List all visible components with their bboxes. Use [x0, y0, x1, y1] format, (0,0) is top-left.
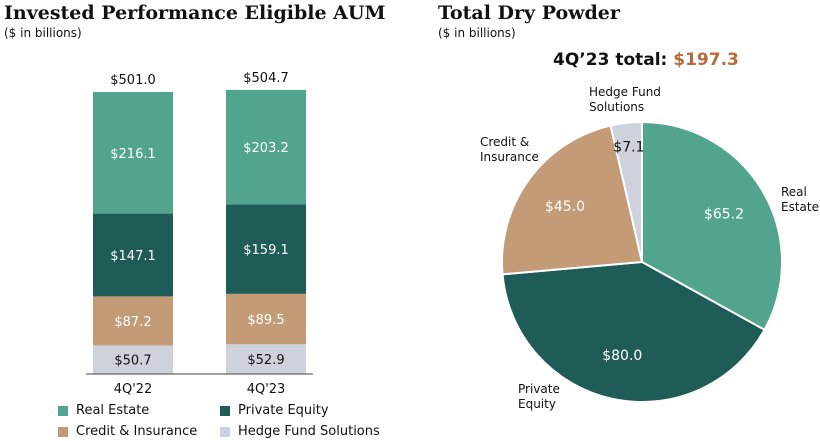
- legend-label-private-equity: Private Equity: [238, 403, 329, 418]
- legend-item-real-estate: Real Estate: [58, 403, 149, 418]
- bar-total-label-1: $504.7: [243, 71, 289, 86]
- pie-category-label-real-estate: Real Estate: [781, 185, 819, 214]
- pie-chart-subtitle: ($ in billions): [438, 26, 516, 40]
- bar-label-hedge-fund-solutions-1: $52.9: [247, 353, 284, 368]
- pie-value-label-hedge-fund-solutions: $7.1: [613, 140, 644, 156]
- pie-total-value: $197.3: [673, 50, 739, 70]
- legend-label-credit-insurance: Credit & Insurance: [76, 424, 198, 439]
- bar-label-hedge-fund-solutions-0: $50.7: [114, 354, 151, 369]
- legend-swatch-real-estate: [58, 405, 68, 416]
- legend-item-hedge-fund-solutions: Hedge Fund Solutions: [220, 424, 380, 439]
- bar-segment-hedge-fund-solutions-1: [226, 344, 306, 374]
- bar-label-real-estate-0: $216.1: [110, 147, 156, 162]
- legend-swatch-credit-insurance: [58, 426, 68, 437]
- legend-item-private-equity: Private Equity: [220, 403, 329, 418]
- bar-segment-credit-insurance-1: [226, 293, 306, 345]
- pie-value-label-credit-insurance: $45.0: [545, 199, 585, 215]
- bar-label-credit-insurance-1: $89.5: [247, 313, 284, 328]
- bar-label-credit-insurance-0: $87.2: [114, 315, 151, 330]
- bar-segment-real-estate-1: [226, 89, 306, 205]
- legend-item-credit-insurance: Credit & Insurance: [58, 424, 197, 439]
- x-tick-label-0: 4Q'22: [114, 382, 153, 397]
- x-tick-label-1: 4Q'23: [247, 382, 286, 397]
- bar-segment-private-equity-1: [226, 204, 306, 294]
- bar-label-private-equity-0: $147.1: [110, 249, 156, 264]
- bar-chart-title: Invested Performance Eligible AUM: [4, 2, 386, 24]
- bar-label-real-estate-1: $203.2: [243, 141, 289, 156]
- legend-label-real-estate: Real Estate: [76, 403, 150, 418]
- pie-slice-credit-insurance: [501, 124, 644, 276]
- pie-slice-hedge-fund-solutions: [609, 120, 643, 263]
- pie-chart-title: Total Dry Powder: [438, 2, 620, 24]
- pie-total-prefix: 4Q’23 total:: [553, 50, 674, 70]
- legend-swatch-private-equity: [220, 405, 230, 416]
- pie-slice-private-equity: [501, 260, 766, 403]
- bar-segment-private-equity-0: [93, 213, 173, 297]
- pie-category-label-hedge-fund: Hedge Fund Solutions: [589, 85, 661, 114]
- pie-category-label-private-equity: Private Equity: [518, 382, 560, 411]
- bar-chart-subtitle: ($ in billions): [4, 26, 82, 40]
- bar-label-private-equity-1: $159.1: [243, 243, 289, 258]
- pie-total: 4Q’23 total: $197.3: [553, 50, 739, 70]
- legend-label-hedge-fund-solutions: Hedge Fund Solutions: [238, 424, 380, 439]
- bar-segment-hedge-fund-solutions-0: [93, 345, 173, 374]
- pie-category-label-credit-insurance: Credit & Insurance: [480, 135, 539, 164]
- bar-segment-real-estate-0: [93, 91, 173, 214]
- bar-total-label-0: $501.0: [110, 73, 156, 88]
- bar-segment-credit-insurance-0: [93, 296, 173, 346]
- pie-value-label-private-equity: $80.0: [602, 348, 642, 364]
- stacked-bar-chart: $50.7 $87.2 $147.1 $216.1 $501.0 4Q'22 $52.9 $8…: [86, 71, 313, 397]
- legend-swatch-hedge-fund-solutions: [220, 426, 230, 437]
- pie-slice-real-estate: [641, 120, 783, 332]
- pie-value-label-real-estate: $65.2: [704, 207, 744, 223]
